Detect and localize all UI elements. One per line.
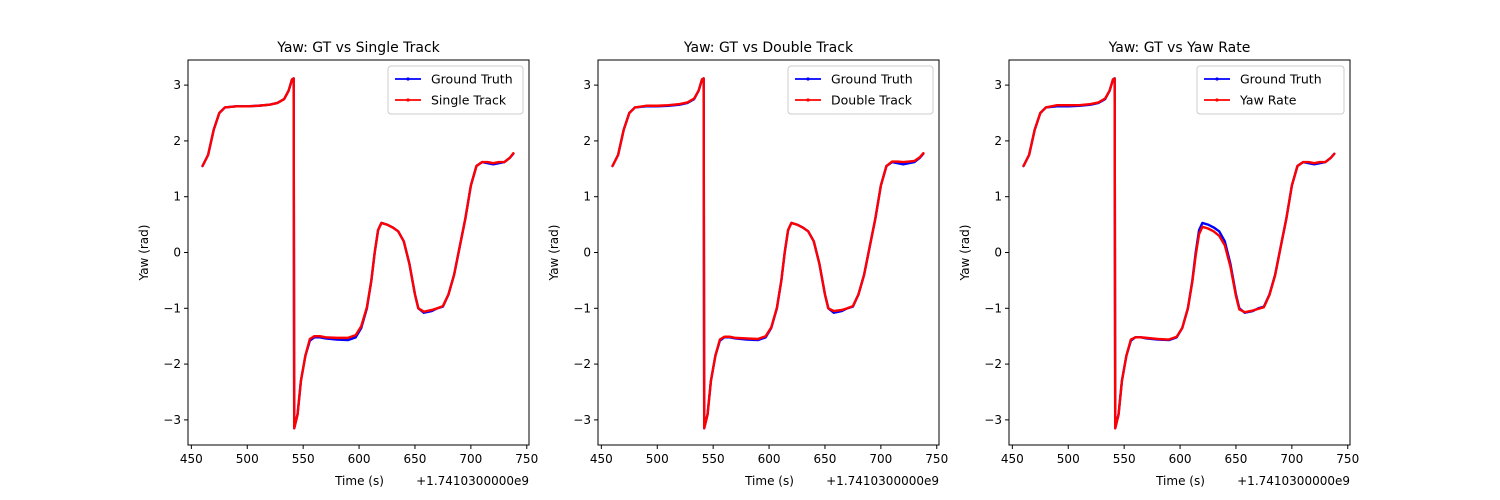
legend-marker [406,98,410,102]
y-tick-label: −1 [163,301,181,315]
legend-marker [806,98,810,102]
y-tick-label: −3 [573,413,591,427]
legend-entry-double-track: Double Track [831,93,913,108]
y-tick-label: 0 [173,246,181,260]
x-tick-label: 700 [869,452,892,466]
legend-entry-ground-truth: Ground Truth [1240,72,1322,87]
y-axis-label: Yaw (rad) [137,225,151,282]
chart-panel-2: Yaw: GT vs Double Track 450 500 550 600 650 70… [547,40,948,488]
x-offset-label: +1.7410300000e9 [826,474,939,488]
x-tick-label: 450 [1001,452,1024,466]
x-offset-label: +1.7410300000e9 [416,474,529,488]
legend-entry-ground-truth: Ground Truth [431,72,513,87]
x-tick-label: 650 [814,452,837,466]
series-line-yaw-rate [1022,77,1336,430]
chart-title: Yaw: GT vs Double Track [683,40,854,56]
y-tick-label: 2 [173,134,181,148]
y-tick-label: −2 [573,357,591,371]
legend-box [1196,65,1345,115]
chart-panel-3: Yaw: GT vs Yaw Rate 450 500 550 600 650 700 750… [958,40,1359,488]
x-axis-label: Time (s) [334,474,384,488]
x-tick-label: 500 [236,452,259,466]
x-tick-label: 700 [459,452,482,466]
y-tick-label: 2 [994,134,1002,148]
legend-entry-yaw-rate: Yaw Rate [1239,93,1297,108]
x-tick-label: 450 [590,452,613,466]
y-tick-label: −1 [984,301,1002,315]
x-tick-label: 550 [702,452,725,466]
y-tick-label: 0 [994,246,1002,260]
legend: Ground Truth Double Track [787,65,934,115]
x-tick-label: 750 [925,452,948,466]
series-line-single-track [201,77,515,430]
x-tick-label: 550 [292,452,315,466]
x-tick-label: 500 [1057,452,1080,466]
x-tick-label: 550 [1113,452,1136,466]
y-tick-label: 3 [583,78,591,92]
x-offset-label: +1.7410300000e9 [1237,474,1350,488]
x-tick-label: 600 [348,452,371,466]
y-axis-label: Yaw (rad) [547,225,561,282]
chart-panel-1: Yaw: GT vs Single Track 450 500 550 600 650 70… [137,40,538,488]
y-tick-label: 0 [583,246,591,260]
y-axis-label: Yaw (rad) [958,225,972,282]
x-tick-label: 600 [1169,452,1192,466]
series-line-double-track [611,77,925,430]
y-tick-label: 1 [173,190,181,204]
x-tick-label: 650 [404,452,427,466]
y-tick-label: 1 [583,190,591,204]
y-tick-label: −3 [984,413,1002,427]
x-axis-label: Time (s) [1155,474,1205,488]
legend-marker [1215,77,1219,81]
x-tick-label: 700 [1280,452,1303,466]
legend-box [787,65,934,115]
x-axis-label: Time (s) [744,474,794,488]
x-tick-label: 750 [515,452,538,466]
legend-marker [1215,98,1219,102]
legend-box [387,65,524,115]
y-tick-label: −2 [984,357,1002,371]
y-tick-label: −1 [573,301,591,315]
x-tick-label: 650 [1225,452,1248,466]
chart-title: Yaw: GT vs Single Track [276,40,440,56]
y-tick-label: −3 [163,413,181,427]
y-tick-label: 3 [173,78,181,92]
legend-entry-ground-truth: Ground Truth [831,72,913,87]
y-tick-label: 1 [994,190,1002,204]
legend-marker [806,77,810,81]
legend: Ground Truth Single Track [387,65,524,115]
x-tick-label: 450 [180,452,203,466]
y-tick-label: 2 [583,134,591,148]
chart-title: Yaw: GT vs Yaw Rate [1108,40,1251,56]
x-tick-label: 500 [646,452,669,466]
legend-entry-single-track: Single Track [431,93,507,108]
x-tick-label: 750 [1336,452,1359,466]
legend: Ground Truth Yaw Rate [1196,65,1345,115]
legend-marker [406,77,410,81]
x-tick-label: 600 [758,452,781,466]
y-tick-label: 3 [994,78,1002,92]
y-tick-label: −2 [163,357,181,371]
